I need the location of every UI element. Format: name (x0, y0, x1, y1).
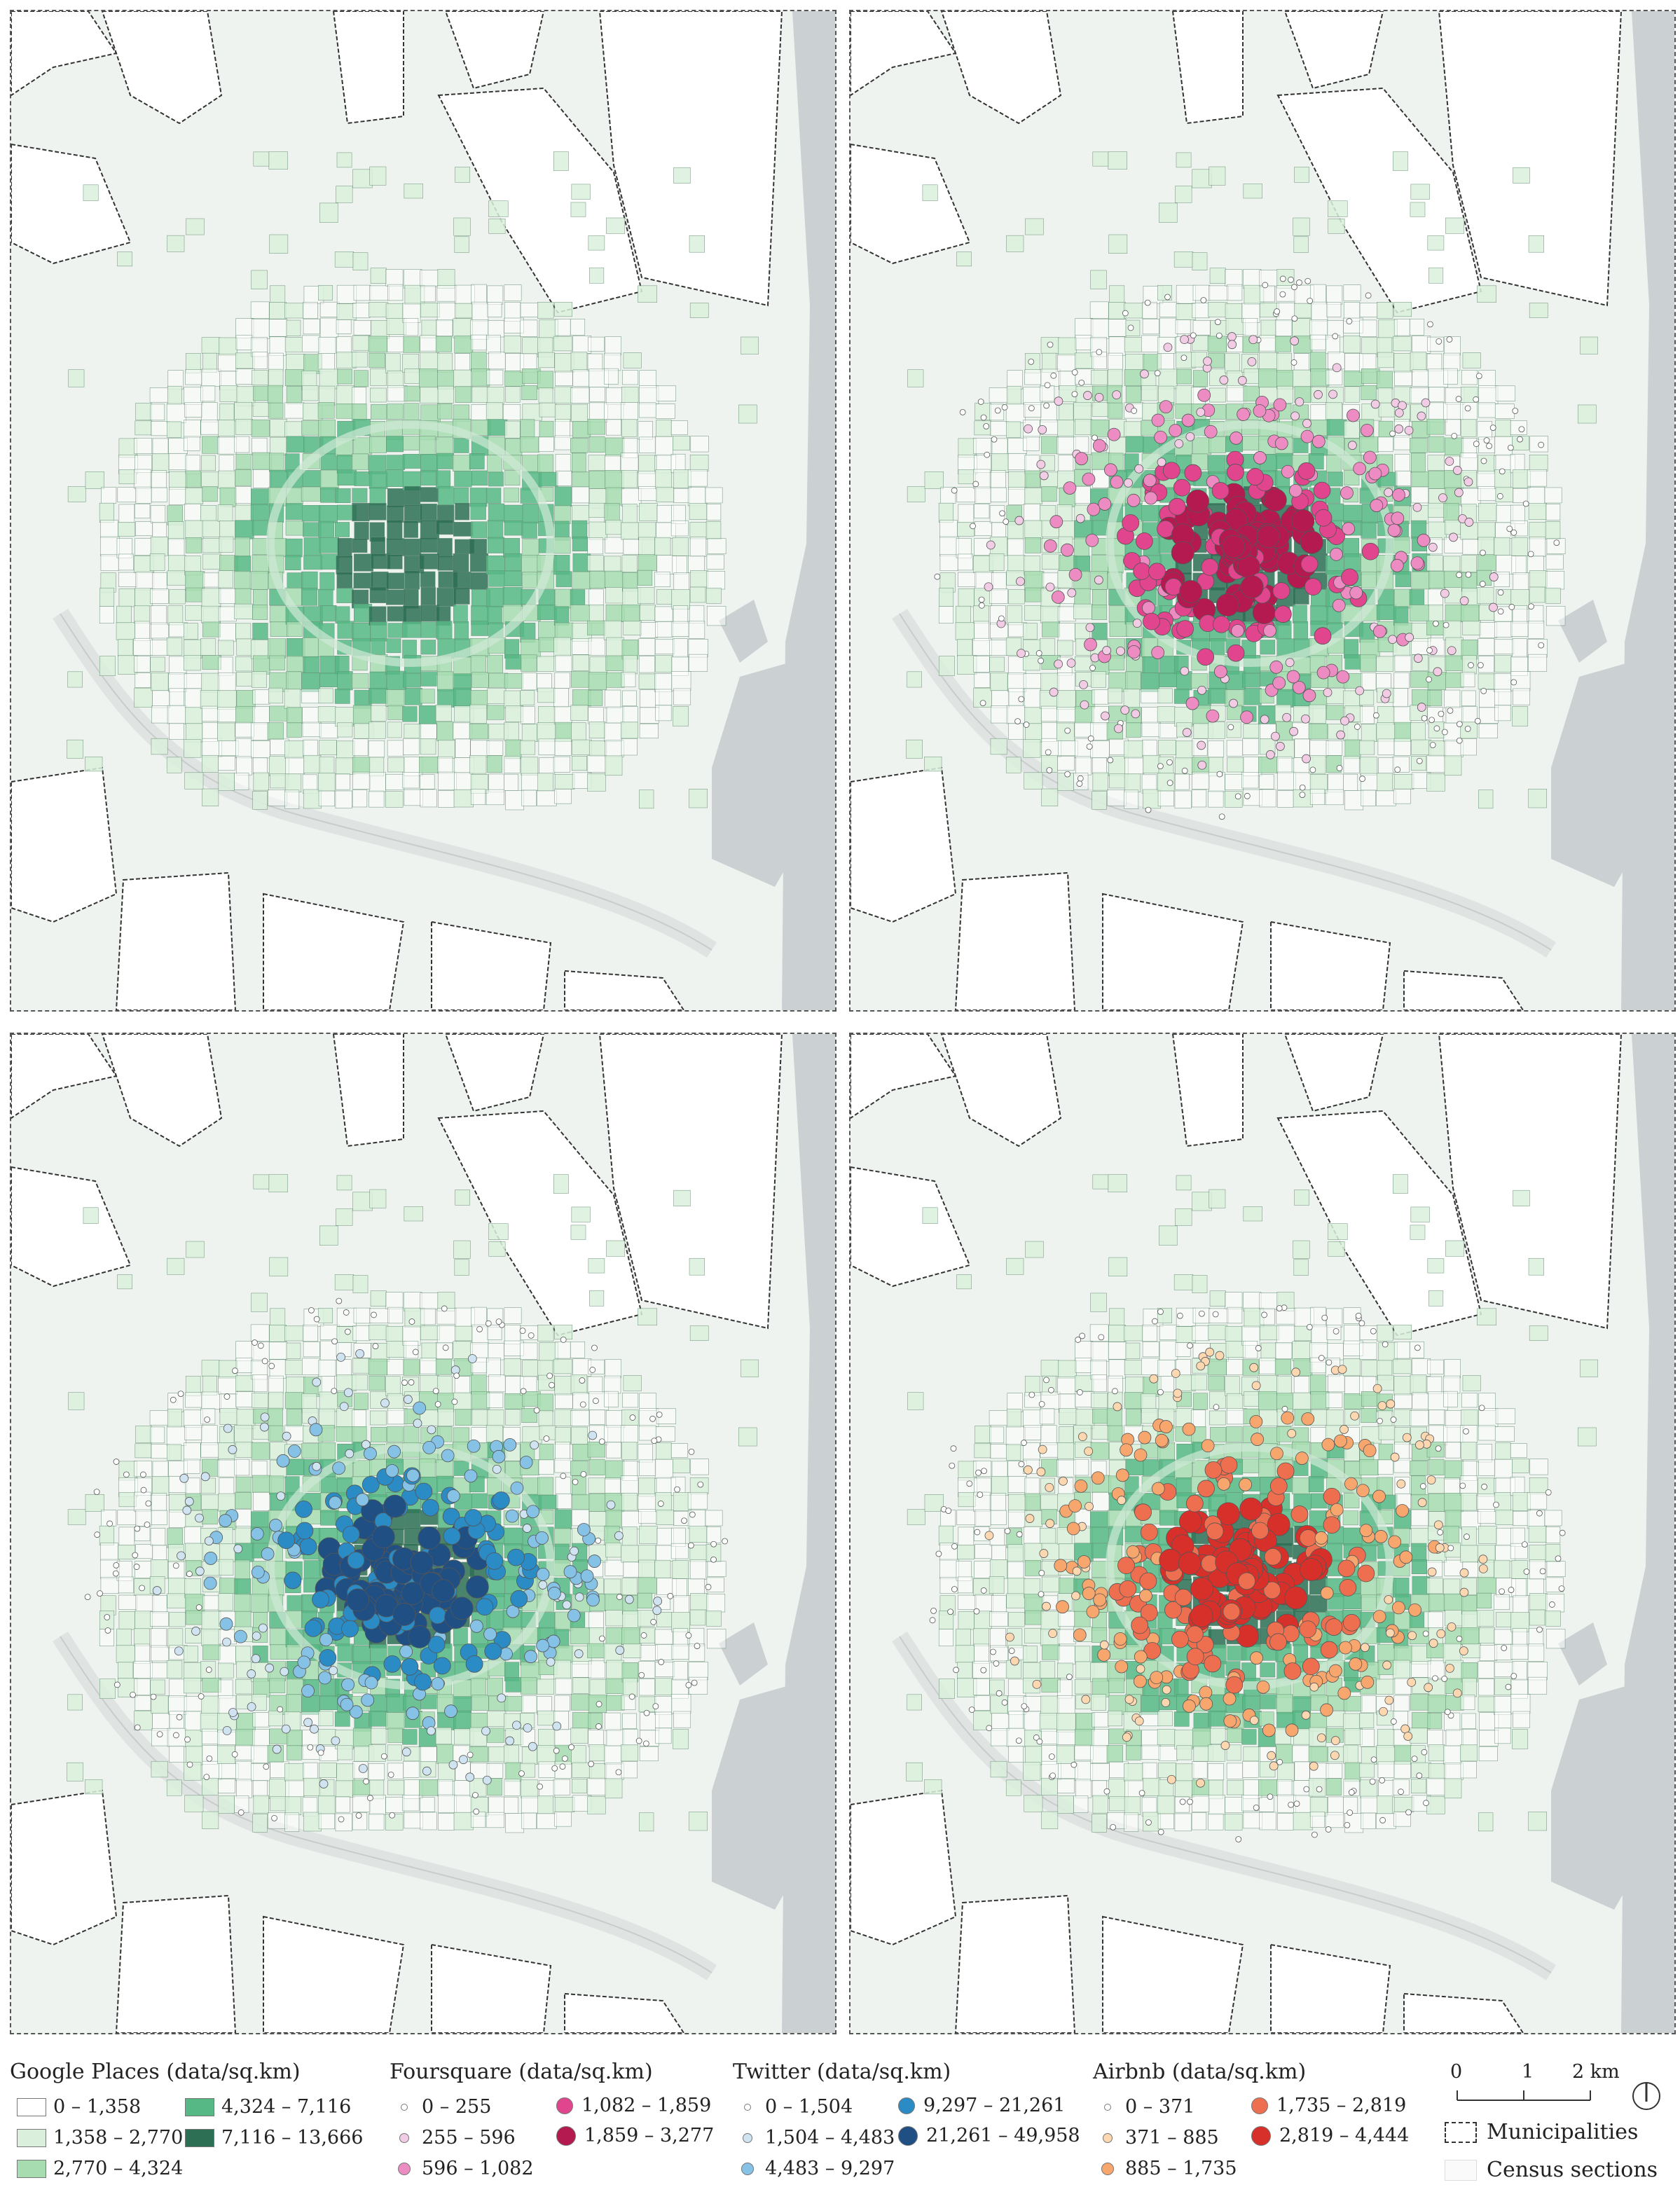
map-panel-google-places (10, 10, 836, 1012)
dot-twitter-3 (741, 2162, 754, 2175)
scale-tick-1: 1 (1522, 2061, 1534, 2083)
dot-foursquare-2 (399, 2132, 409, 2143)
legend-airbnb: Airbnb (data/sq.km) 0 – 371 371 – 885 88… (1093, 2060, 1443, 2199)
dot-airbnb-5 (1251, 2125, 1271, 2146)
legend-census-sections: Census sections (1445, 2158, 1658, 2182)
legend-item: 596 – 1,082 (395, 2158, 534, 2179)
municipality-swatch (1445, 2121, 1477, 2143)
scale-bar-graphic (1457, 2090, 1591, 2101)
dot-foursquare-5 (556, 2125, 576, 2146)
legend-google-places: Google Places (data/sq.km) 0 – 1,358 1,3… (10, 2060, 374, 2199)
dot-airbnb-2 (1103, 2132, 1113, 2143)
legend-item: 0 – 1,504 (738, 2096, 853, 2118)
north-arrow-icon (1632, 2082, 1660, 2110)
legend-item: 371 – 885 (1099, 2127, 1219, 2149)
swatch-google-4 (185, 2097, 214, 2116)
dot-twitter-2 (743, 2132, 752, 2143)
scale-bar: 0 1 2 km (1450, 2061, 1666, 2120)
map-canvas (11, 1034, 835, 2033)
legend-title: Airbnb (data/sq.km) (1093, 2060, 1307, 2084)
legend-twitter: Twitter (data/sq.km) 0 – 1,504 1,504 – 4… (733, 2060, 1097, 2199)
dot-foursquare-4 (556, 2097, 573, 2114)
dot-twitter-4 (898, 2097, 915, 2114)
dot-foursquare-3 (398, 2162, 411, 2175)
swatch-google-3 (17, 2159, 46, 2178)
legend-item: 1,082 – 1,859 (556, 2095, 711, 2116)
map-canvas (851, 1034, 1674, 2033)
map-canvas (851, 11, 1674, 1010)
dot-airbnb-4 (1251, 2097, 1268, 2114)
legend-item: 1,358 – 2,770 (17, 2127, 183, 2149)
legend-foursquare: Foursquare (data/sq.km) 0 – 255 255 – 59… (390, 2060, 740, 2199)
legend-title: Twitter (data/sq.km) (733, 2060, 951, 2084)
dot-twitter-1 (744, 2103, 751, 2111)
legend-item: 0 – 371 (1099, 2096, 1194, 2118)
swatch-google-2 (17, 2128, 46, 2147)
legend-item: 1,859 – 3,277 (556, 2125, 714, 2146)
legend-title: Foursquare (data/sq.km) (390, 2060, 653, 2084)
legend-item: 4,483 – 9,297 (738, 2158, 895, 2179)
scale-tick-2: 2 km (1572, 2061, 1620, 2083)
legend-municipalities: Municipalities (1445, 2120, 1638, 2144)
legend-title: Google Places (data/sq.km) (10, 2060, 301, 2084)
map-panel-twitter (10, 1033, 836, 2034)
dot-foursquare-1 (401, 2103, 408, 2111)
map-panel-foursquare (849, 10, 1676, 1012)
dot-twitter-5 (898, 2125, 918, 2146)
legend-item: 2,819 – 4,444 (1251, 2125, 1409, 2146)
legend-item: 885 – 1,735 (1099, 2158, 1237, 2179)
dot-airbnb-3 (1101, 2162, 1114, 2175)
map-panel-airbnb (849, 1033, 1676, 2034)
legend-item: 255 – 596 (395, 2127, 516, 2149)
scale-tick-0: 0 (1450, 2061, 1463, 2083)
legend-item: 1,504 – 4,483 (738, 2127, 895, 2149)
legend-item: 21,261 – 49,958 (898, 2125, 1080, 2146)
map-canvas (11, 11, 835, 1010)
swatch-google-5 (185, 2128, 214, 2147)
legend: Google Places (data/sq.km) 0 – 1,358 1,3… (0, 2060, 1680, 2199)
dot-airbnb-1 (1104, 2103, 1111, 2111)
legend-item: 0 – 1,358 (17, 2096, 141, 2118)
legend-item: 9,297 – 21,261 (898, 2095, 1065, 2116)
swatch-google-1 (17, 2097, 46, 2116)
legend-item: 7,116 – 13,666 (185, 2127, 363, 2149)
legend-item: 0 – 255 (395, 2096, 491, 2118)
census-swatch (1445, 2159, 1477, 2181)
legend-item: 1,735 – 2,819 (1251, 2095, 1406, 2116)
legend-item: 4,324 – 7,116 (185, 2096, 351, 2118)
legend-item: 2,770 – 4,324 (17, 2158, 183, 2179)
